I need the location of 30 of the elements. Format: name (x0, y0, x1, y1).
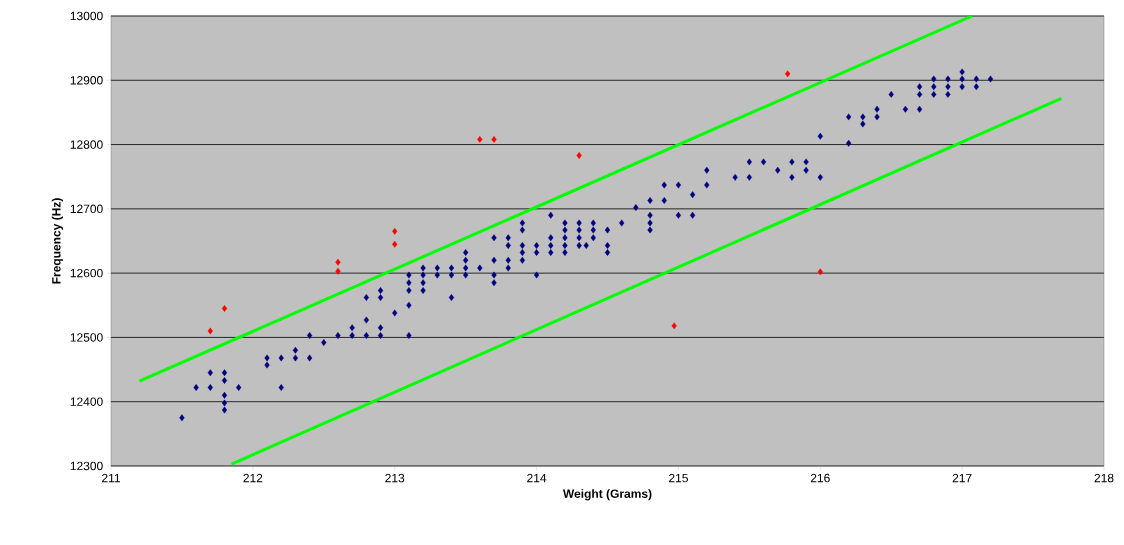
x-tick-label: 216 (810, 473, 830, 483)
y-tick-label: 12800 (70, 140, 103, 149)
point (392, 240, 398, 248)
x-tick-label: 212 (243, 473, 263, 483)
point (335, 267, 341, 275)
x-tick-label: 217 (952, 473, 972, 483)
point (221, 305, 228, 312)
y-axis-title: Frequency (Hz) (51, 198, 63, 284)
point (335, 258, 341, 266)
y-tick-label: 12500 (70, 333, 103, 342)
y-tick-label: 13000 (70, 11, 103, 21)
y-tick-label: 12600 (70, 268, 103, 278)
x-tick-label: 213 (385, 473, 405, 483)
x-axis-title: Weight (Grams) (562, 489, 652, 501)
x-tick-label: 211 (102, 473, 120, 483)
point (491, 136, 497, 143)
point (671, 322, 677, 330)
x-tick-label: 214 (527, 473, 547, 483)
point (576, 152, 582, 159)
point (392, 227, 398, 235)
y-tick-label: 12400 (70, 397, 103, 406)
point (477, 136, 483, 143)
point (785, 70, 791, 78)
y-tick-label: 12700 (70, 204, 103, 214)
y-tick-label: 12900 (70, 76, 103, 85)
y-tick-label: 12300 (70, 461, 103, 471)
x-tick-label: 218 (1094, 473, 1114, 483)
x-tick-label: 215 (669, 473, 688, 483)
point (817, 268, 823, 276)
point (207, 327, 213, 335)
